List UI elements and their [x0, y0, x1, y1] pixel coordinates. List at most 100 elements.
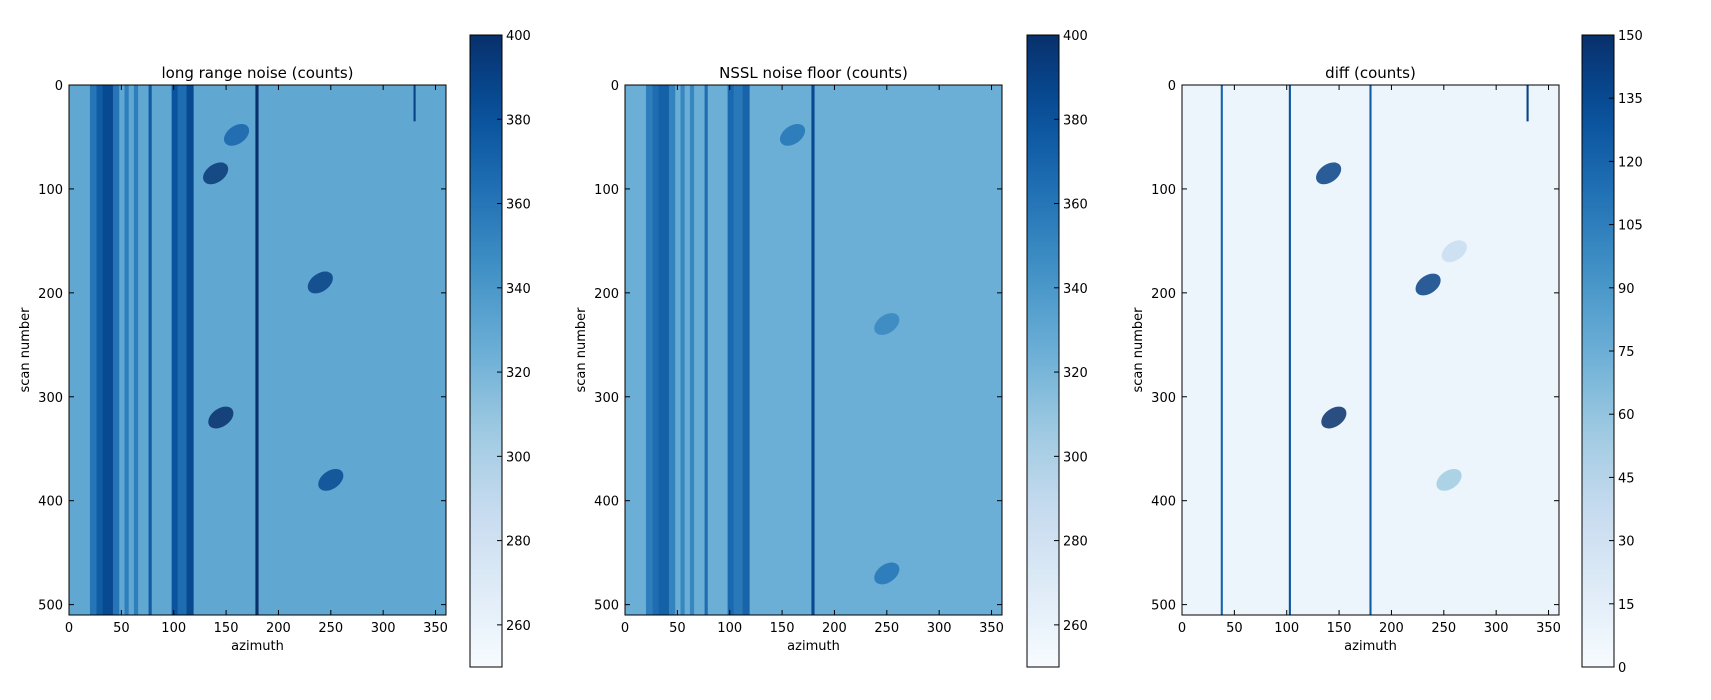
x-tick-label: 0: [1178, 621, 1186, 636]
colorbar-tick-label: 340: [1063, 282, 1088, 297]
y-tick-label: 100: [594, 183, 619, 198]
x-tick-label: 150: [214, 621, 239, 636]
heatmap-feature: [1436, 469, 1462, 491]
y-tick-label: 0: [611, 79, 619, 94]
heatmap-feature: [1316, 162, 1342, 185]
x-tick-label: 0: [621, 621, 629, 636]
colorbar-tick-label: 260: [506, 619, 531, 634]
plot-frame: [68, 84, 447, 616]
y-tick-label: 400: [38, 495, 63, 510]
y-tick-label: 200: [594, 287, 619, 302]
colorbar-tick-label: 300: [506, 450, 531, 465]
y-axis-label: scan number: [18, 307, 33, 393]
vertical-band: [689, 85, 695, 615]
x-tick-label: 300: [1484, 621, 1509, 636]
heatmap-image: [69, 85, 446, 615]
chart-title: NSSL noise floor (counts): [719, 64, 908, 82]
heatmap-feature: [1441, 240, 1467, 263]
colorbar-tick-label: 90: [1618, 282, 1635, 297]
y-tick-label: 400: [594, 495, 619, 510]
heatmap-panel-2: NSSL noise floor (counts) 0 50 100 150 200 250…: [574, 29, 1088, 668]
colorbar-scale: [469, 34, 503, 668]
colorbar-tick-label: 320: [506, 366, 531, 381]
x-tick-label: 0: [65, 621, 73, 636]
vertical-band: [133, 85, 139, 615]
vertical-band: [177, 85, 187, 615]
colorbar-tick-label: 0: [1618, 661, 1626, 676]
plot-frame: [1181, 84, 1560, 616]
vertical-band: [658, 85, 669, 615]
y-tick-label: 200: [38, 287, 63, 302]
y-tick-label: 100: [1151, 183, 1176, 198]
vertical-band: [733, 85, 743, 615]
chart-title: diff (counts): [1325, 64, 1416, 82]
vertical-band: [112, 85, 120, 615]
colorbar: 260 280 300 320 340 360 380 400: [469, 29, 531, 668]
colorbar-tick-label: 340: [506, 282, 531, 297]
heatmap-feature: [203, 162, 229, 185]
vertical-band: [652, 85, 659, 615]
y-tick-label: 100: [38, 183, 63, 198]
vertical-band: [413, 85, 416, 122]
colorbar-tick-label: 300: [1063, 450, 1088, 465]
colorbar-tick-label: 150: [1618, 29, 1643, 44]
x-tick-label: 150: [1327, 621, 1352, 636]
x-tick-label: 50: [1226, 621, 1243, 636]
heatmap-feature: [223, 123, 250, 146]
colorbar-tick-label: 105: [1618, 219, 1643, 234]
colorbar-tick-label: 60: [1618, 408, 1635, 423]
x-tick-label: 200: [1379, 621, 1404, 636]
y-axis-label: scan number: [1131, 307, 1146, 393]
heatmap-panel-3: diff (counts)0 50 100 150 200 250 300 350010020…: [1131, 29, 1643, 676]
vertical-band: [89, 85, 97, 615]
y-tick-label: 300: [1151, 391, 1176, 406]
vertical-band: [727, 85, 734, 615]
colorbar-tick-label: 380: [1063, 113, 1088, 128]
x-tick-label: 300: [371, 621, 396, 636]
colorbar-scale: [1026, 34, 1060, 668]
y-tick-label: 0: [55, 79, 63, 94]
vertical-band: [102, 85, 113, 615]
heatmap-feature: [307, 271, 333, 294]
colorbar-tick-label: 120: [1618, 155, 1643, 170]
colorbar-tick-label: 15: [1618, 598, 1635, 613]
y-tick-label: 500: [594, 599, 619, 614]
x-tick-label: 100: [1274, 621, 1299, 636]
colorbar-tick-label: 280: [506, 535, 531, 550]
x-tick-label: 150: [770, 621, 795, 636]
colorbar-tick-label: 400: [1063, 29, 1088, 44]
heatmap-feature: [874, 562, 900, 585]
colorbar-tick-label: 360: [1063, 198, 1088, 213]
colorbar-tick-label: 380: [506, 113, 531, 128]
colorbar-tick-label: 30: [1618, 535, 1635, 550]
y-tick-label: 400: [1151, 495, 1176, 510]
colorbar-tick-label: 45: [1618, 471, 1635, 486]
colorbar-tick-label: 320: [1063, 366, 1088, 381]
vertical-band: [186, 85, 194, 615]
colorbar-scale: [1581, 34, 1615, 668]
heatmap-feature: [874, 313, 900, 335]
vertical-band: [1526, 85, 1529, 122]
colorbar-tick-label: 280: [1063, 535, 1088, 550]
x-tick-label: 250: [1431, 621, 1456, 636]
vertical-band: [1288, 85, 1291, 615]
colorbar-tick-label: 135: [1618, 92, 1643, 107]
heatmap-feature: [208, 406, 234, 429]
x-tick-label: 100: [161, 621, 186, 636]
colorbar-tick-label: 360: [506, 198, 531, 213]
x-axis-label: azimuth: [787, 639, 840, 654]
heatmap-image: [1182, 85, 1559, 615]
colorbar-tick-label: 400: [506, 29, 531, 44]
vertical-band: [742, 85, 750, 615]
x-axis-label: azimuth: [231, 639, 284, 654]
vertical-band: [96, 85, 103, 615]
vertical-band: [171, 85, 178, 615]
vertical-band: [148, 85, 152, 615]
y-tick-label: 200: [1151, 287, 1176, 302]
heatmap-feature: [1321, 406, 1347, 429]
vertical-band: [1220, 85, 1223, 615]
heatmap-panel-1: long range noise (counts) 0 50 100 150 200 250…: [18, 29, 531, 668]
y-tick-label: 0: [1168, 79, 1176, 94]
x-tick-label: 300: [927, 621, 952, 636]
